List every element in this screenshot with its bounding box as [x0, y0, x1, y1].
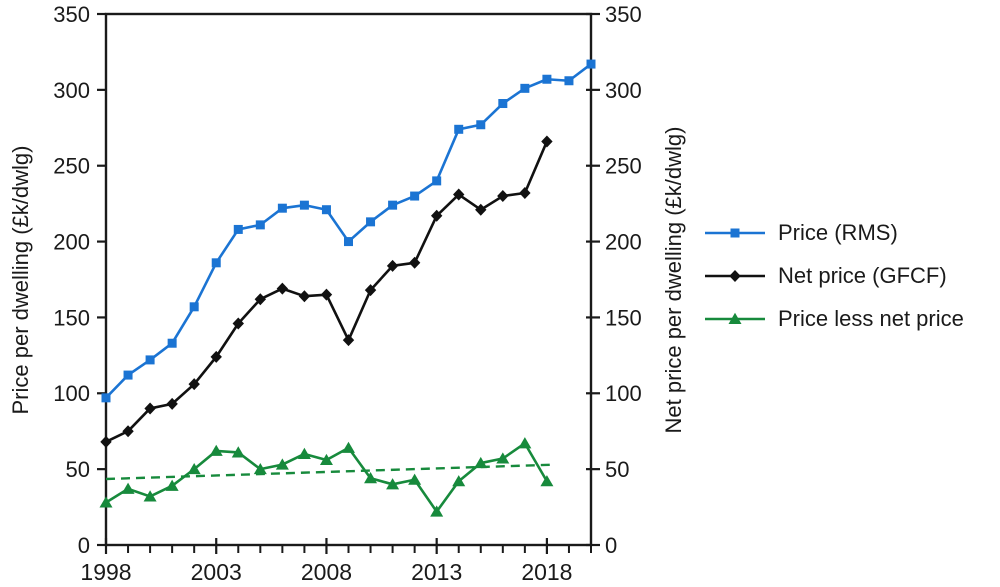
svg-text:200: 200	[605, 229, 642, 254]
svg-text:50: 50	[605, 457, 629, 482]
svg-text:200: 200	[53, 229, 90, 254]
trendline	[105, 463, 556, 481]
x-axis-ticks: 1998 2003 2008 2013 2018	[80, 538, 592, 585]
legend-label-price-less-net-price: Price less net price	[778, 305, 964, 331]
left-axis-title: Price per dwelling (£k/dwlg)	[8, 145, 33, 415]
svg-text:2008: 2008	[301, 559, 352, 585]
svg-text:100: 100	[605, 381, 642, 406]
square-marker-icon	[704, 225, 766, 241]
svg-text:100: 100	[53, 381, 90, 406]
legend-label-net-price-gfcf: Net price (GFCF)	[778, 262, 947, 288]
legend: Price (RMS) Net price (GFCF) Price less …	[704, 211, 964, 340]
diamond-marker-icon	[704, 268, 766, 284]
svg-text:350: 350	[605, 2, 642, 27]
svg-text:0: 0	[605, 533, 617, 558]
svg-text:150: 150	[605, 305, 642, 330]
svg-text:300: 300	[53, 78, 90, 103]
svg-text:50: 50	[66, 457, 90, 482]
svg-text:300: 300	[605, 78, 642, 103]
svg-text:250: 250	[605, 154, 642, 179]
svg-text:350: 350	[53, 2, 90, 27]
svg-text:150: 150	[53, 305, 90, 330]
right-axis-title: Net price per dwelling (£k/dwlg)	[661, 126, 686, 434]
svg-text:250: 250	[53, 154, 90, 179]
svg-text:2013: 2013	[411, 559, 462, 585]
series-price-less-net-price	[99, 437, 554, 517]
legend-item-price-less-net-price: Price less net price	[704, 297, 964, 340]
legend-label-price-rms: Price (RMS)	[778, 219, 898, 245]
legend-item-net-price-gfcf: Net price (GFCF)	[704, 254, 964, 297]
svg-text:2018: 2018	[521, 559, 572, 585]
svg-text:1998: 1998	[80, 559, 131, 585]
svg-text:2003: 2003	[191, 559, 242, 585]
svg-text:0: 0	[78, 533, 90, 558]
series-net-price-gfcf-	[100, 135, 553, 448]
triangle-marker-icon	[704, 311, 766, 327]
plot-border	[104, 12, 593, 547]
legend-item-price-rms: Price (RMS)	[704, 211, 964, 254]
series-price-rms-	[101, 59, 596, 403]
y-axis-ticks: 0 0 50 50 100 100 150 150 200 200 250 250 300 300 350 3…	[53, 2, 641, 558]
